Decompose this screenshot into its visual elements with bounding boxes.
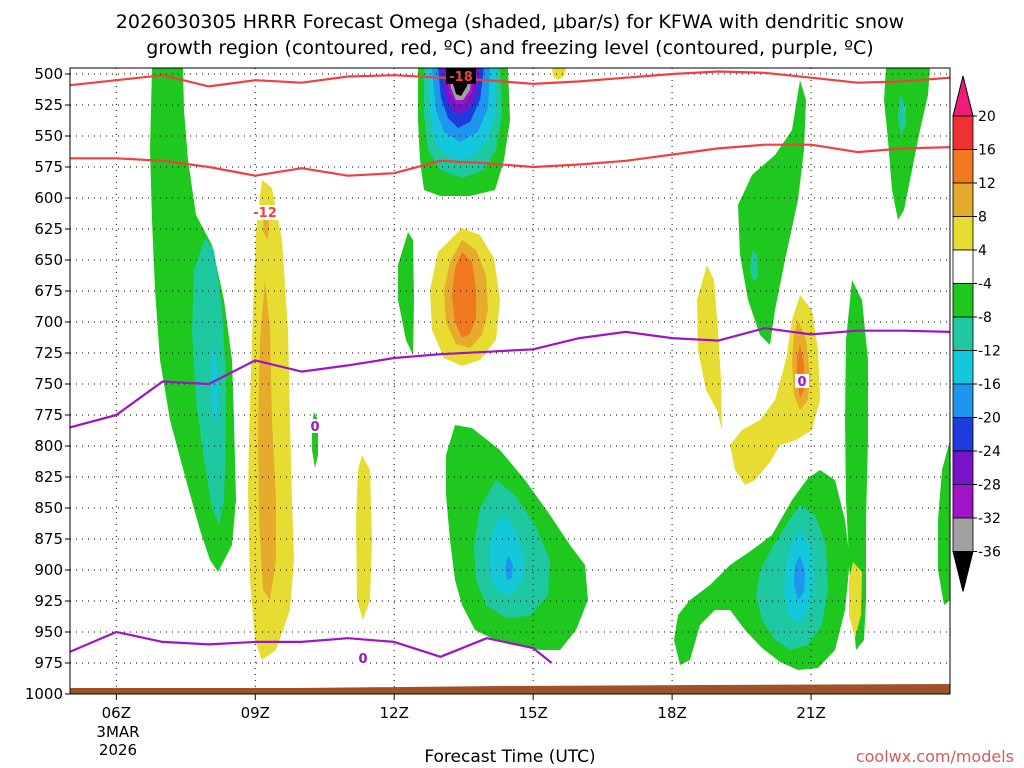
x-tick-label: 21Z [796, 704, 825, 722]
omega-region-g-yellow [697, 265, 722, 430]
colorbar-label: 16 [978, 143, 996, 159]
colorbar-label: 12 [978, 176, 996, 192]
contour-label-freezing-b: 0 [797, 375, 806, 390]
colorbar-label: 4 [978, 243, 987, 259]
y-tick-label: 525 [34, 96, 63, 114]
colorbar-label: -24 [978, 444, 1001, 460]
omega-region-k-green [938, 440, 950, 605]
omega-region-a-cyan [211, 340, 218, 425]
colorbar-block [952, 182, 974, 217]
y-tick-label: 775 [34, 406, 63, 424]
omega-region-a-top-green [176, 180, 190, 220]
omega-region-i-small-yellow [849, 562, 862, 638]
y-tick-label: 875 [34, 530, 63, 548]
x-axis-label: Forecast Time (UTC) [424, 747, 595, 767]
colorbar-label: -8 [978, 310, 992, 326]
x-tick-label: 09Z [241, 704, 270, 722]
y-tick-label: 975 [34, 654, 63, 672]
y-tick-label: 950 [34, 623, 63, 641]
omega-region-f-blue [505, 555, 513, 580]
contour-freezing-level-upper [70, 327, 950, 429]
colorbar-label: -12 [978, 344, 1001, 360]
y-tick-label: 500 [34, 65, 63, 83]
colorbar-block [952, 115, 974, 150]
contour-label-dgz-top: -18 [449, 70, 473, 85]
colorbar-block [952, 450, 974, 485]
colorbar-block [952, 149, 974, 184]
colorbar-block [952, 417, 974, 452]
omega-region-j-green [884, 68, 930, 220]
colorbar-block [952, 484, 974, 519]
colorbar-block [952, 316, 974, 351]
chart-title-line1: 2026030305 HRRR Forecast Omega (shaded, … [116, 11, 904, 33]
contour-label-freezing-a: 0 [310, 420, 319, 435]
colorbar-label: 20 [978, 109, 996, 125]
plot-frame [69, 67, 951, 695]
colorbar-block [952, 350, 974, 385]
x-tick-label: 12Z [380, 704, 409, 722]
colorbar-block [952, 249, 974, 284]
colorbar-label: -28 [978, 478, 1001, 494]
y-tick-label: 750 [34, 375, 63, 393]
y-tick-label: 925 [34, 592, 63, 610]
date-label-year: 2026 [99, 741, 137, 759]
x-tick-label: 06Z [102, 704, 131, 722]
omega-region-i-blue [794, 555, 805, 600]
y-tick-label: 725 [34, 344, 63, 362]
colorbar-arrow-bottom [952, 551, 974, 592]
y-tick-label: 900 [34, 561, 63, 579]
y-tick-label: 1000 [25, 685, 63, 703]
grid [70, 68, 950, 692]
omega-region-e-orange [452, 252, 476, 338]
colorbar-label: -16 [978, 377, 1001, 393]
y-tick-label: 800 [34, 437, 63, 455]
chart-title-line2: growth region (contoured, red, ºC) and f… [146, 37, 873, 59]
colorbar-block [952, 283, 974, 318]
y-tick-label: 600 [34, 189, 63, 207]
watermark: coolwx.com/models [856, 747, 1014, 766]
y-axis: 500 525 550 575 600 625 650 675 700 725 750 775 800 8… [25, 65, 70, 703]
contour-label-freezing-c: 0 [358, 652, 367, 667]
contour-freezing-level-lower [70, 630, 553, 664]
y-tick-label: 825 [34, 468, 63, 486]
omega-region-h-teal [750, 250, 758, 282]
omega-region-h-right-green [845, 280, 868, 650]
colorbar-label: -36 [978, 545, 1001, 561]
colorbar-label: -32 [978, 511, 1001, 527]
omega-region-small-yellow [356, 455, 372, 620]
y-tick-label: 550 [34, 127, 63, 145]
colorbar-block [952, 517, 974, 552]
contour-label-dgz-bottom: -12 [253, 206, 277, 221]
colorbar-block [952, 216, 974, 251]
contours [70, 70, 950, 664]
omega-region-top-yellow [552, 68, 566, 80]
date-label-day: 3MAR [96, 723, 139, 741]
y-tick-label: 575 [34, 158, 63, 176]
colorbar-label: -20 [978, 411, 1001, 427]
y-tick-label: 850 [34, 499, 63, 517]
colorbar-label: 8 [978, 210, 987, 226]
y-tick-label: 675 [34, 282, 63, 300]
colorbar-block [952, 383, 974, 418]
x-axis: 06Z 09Z 12Z 15Z 18Z 21Z [102, 694, 826, 722]
y-tick-label: 650 [34, 251, 63, 269]
omega-region-f-cyan [490, 515, 524, 596]
omega-region-c-green [398, 232, 414, 355]
colorbar-arrow-top [952, 75, 974, 117]
y-tick-label: 700 [34, 313, 63, 331]
omega-region-b-orange [258, 280, 276, 600]
colorbar-label: -4 [978, 277, 992, 293]
colorbar: 20 16 12 8 4 -4 -8 -12 -16 -20 -24 -28 -32 -36 [952, 75, 1001, 592]
x-tick-label: 18Z [657, 704, 686, 722]
contour-dgz-top-minus18 [70, 70, 950, 88]
omega-region-a-teal [192, 238, 226, 525]
y-tick-label: 625 [34, 220, 63, 238]
contour-dgz-bottom-minus12 [70, 143, 950, 177]
contour-labels: -18 -12 0 0 0 [250, 68, 809, 667]
terrain-surface [70, 684, 950, 694]
omega-region-b-orange-small [263, 214, 269, 240]
omega-shading [150, 68, 950, 670]
x-tick-label: 15Z [518, 704, 547, 722]
